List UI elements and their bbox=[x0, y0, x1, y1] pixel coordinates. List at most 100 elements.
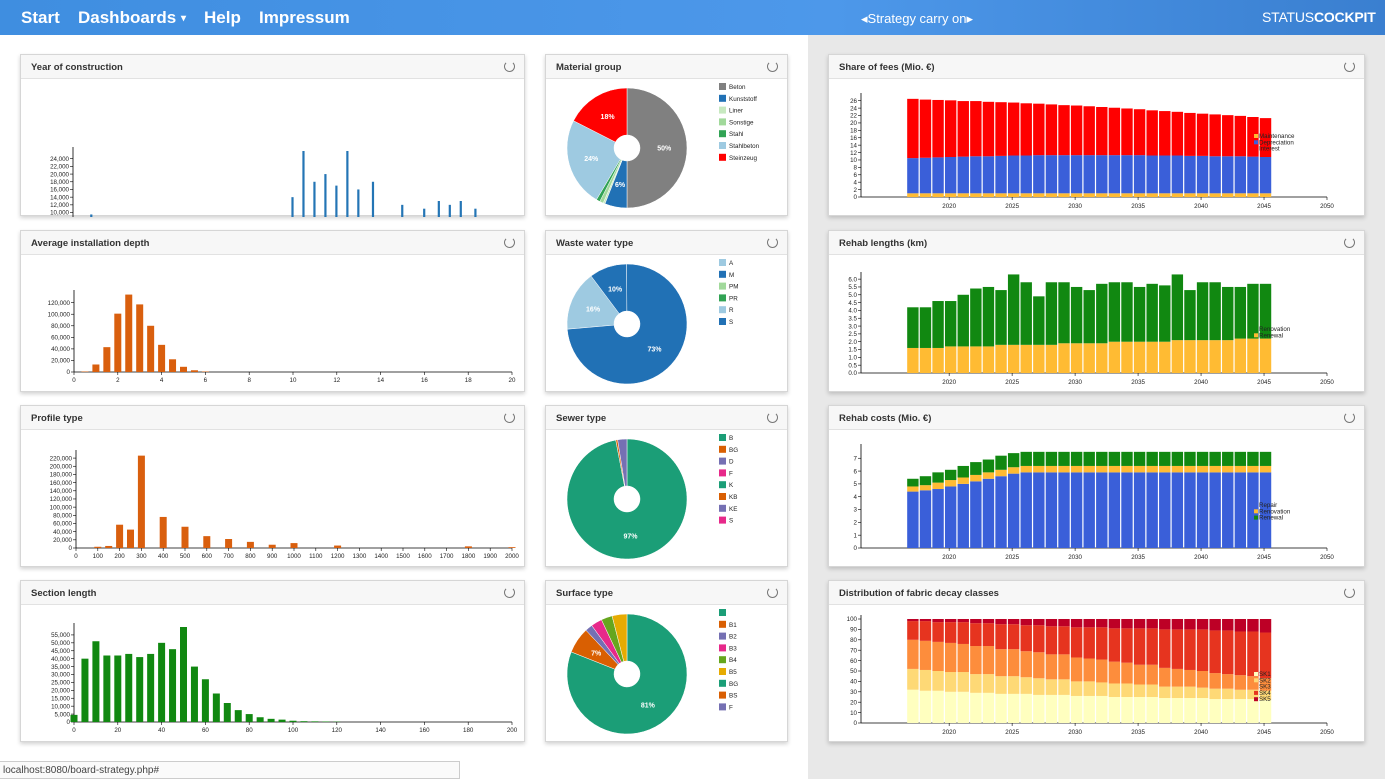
bar-segment bbox=[970, 193, 982, 197]
bar-segment bbox=[1196, 193, 1209, 197]
bar-segment bbox=[1083, 155, 1095, 194]
bar bbox=[127, 529, 134, 548]
legend-label: KE bbox=[729, 506, 737, 513]
bar-segment bbox=[1096, 627, 1108, 660]
bar bbox=[159, 516, 167, 548]
y-tick-label: 70 bbox=[850, 647, 857, 654]
legend-label: B4 bbox=[729, 657, 737, 664]
bar-segment bbox=[1234, 675, 1247, 690]
bar-segment bbox=[1247, 689, 1259, 700]
bar-segment bbox=[1020, 472, 1032, 548]
x-tick-label: 300 bbox=[136, 553, 147, 560]
y-tick-label: 2.0 bbox=[848, 339, 857, 346]
nav-start[interactable]: Start bbox=[21, 8, 60, 27]
bar-segment bbox=[957, 101, 969, 157]
strategy-switcher[interactable]: ◂Strategy carry on▸ bbox=[861, 11, 974, 26]
y-tick-label: 35,000 bbox=[51, 664, 70, 671]
y-tick-label: 0 bbox=[854, 720, 858, 727]
bar-segment bbox=[1133, 286, 1146, 342]
nav-help[interactable]: Help bbox=[204, 8, 241, 27]
y-tick-label: 22,000 bbox=[50, 164, 69, 171]
bar-segment bbox=[1121, 472, 1133, 548]
refresh-icon[interactable] bbox=[767, 237, 778, 248]
refresh-icon[interactable] bbox=[1344, 412, 1355, 423]
bar-segment bbox=[1196, 671, 1209, 688]
bar-segment bbox=[995, 649, 1007, 677]
legend-swatch bbox=[719, 94, 726, 102]
chart-waste: 16% 10% 73% AM PM PR RS bbox=[566, 259, 738, 385]
bar-segment bbox=[957, 294, 969, 347]
bar-segment bbox=[1058, 282, 1070, 344]
refresh-icon[interactable] bbox=[1344, 61, 1355, 72]
logo-status: STATUS bbox=[1262, 9, 1314, 25]
refresh-icon[interactable] bbox=[767, 587, 778, 598]
panel-material: Material group 50% 6% 24% 18% Beton Kunststof… bbox=[545, 54, 788, 216]
y-tick-label: 60,000 bbox=[51, 335, 70, 342]
bar-segment bbox=[1234, 689, 1247, 700]
bar-segment bbox=[1096, 695, 1108, 723]
bar-segment bbox=[919, 476, 932, 486]
bar-segment bbox=[932, 619, 944, 623]
refresh-icon[interactable] bbox=[504, 412, 515, 423]
panel-title: Average installation depth bbox=[31, 238, 150, 249]
bar-segment bbox=[1184, 619, 1196, 630]
bar-segment bbox=[1007, 619, 1020, 625]
bar-segment bbox=[1209, 465, 1221, 473]
bar-segment bbox=[1070, 472, 1083, 548]
y-tick-label: 14 bbox=[850, 142, 857, 149]
bar-segment bbox=[1070, 155, 1083, 194]
bar-segment bbox=[1121, 465, 1133, 473]
bar-segment bbox=[1058, 694, 1070, 723]
x-tick-label: 2035 bbox=[1131, 554, 1145, 561]
bar-segment bbox=[1121, 155, 1133, 194]
bar-segment bbox=[1209, 114, 1221, 157]
refresh-icon[interactable] bbox=[504, 61, 515, 72]
refresh-icon[interactable] bbox=[767, 412, 778, 423]
pie-label: 81% bbox=[641, 702, 656, 709]
bar-segment bbox=[1259, 700, 1272, 723]
x-tick-label: 120 bbox=[332, 727, 343, 734]
refresh-icon[interactable] bbox=[1344, 587, 1355, 598]
bar-segment bbox=[907, 491, 919, 548]
nav-dashboards[interactable]: Dashboards ▾ bbox=[78, 8, 186, 28]
bar-segment bbox=[919, 157, 932, 194]
bar bbox=[90, 214, 93, 217]
bar-segment bbox=[970, 619, 982, 624]
chart-year: 02,0004,0006,0008,00010,00012,00014,0001… bbox=[50, 147, 477, 217]
x-tick-label: 4 bbox=[160, 377, 164, 384]
legend-swatch bbox=[719, 516, 726, 524]
nav-impressum[interactable]: Impressum bbox=[259, 8, 350, 27]
refresh-icon[interactable] bbox=[504, 587, 515, 598]
bar-segment bbox=[1247, 631, 1259, 677]
legend-swatch bbox=[1254, 140, 1259, 145]
y-tick-label: 5 bbox=[854, 481, 858, 488]
bar-segment bbox=[1121, 683, 1133, 697]
bar bbox=[401, 204, 404, 217]
legend-label: F bbox=[729, 470, 733, 477]
y-tick-label: 40,000 bbox=[53, 529, 72, 536]
bar-segment bbox=[919, 307, 932, 348]
refresh-icon[interactable] bbox=[504, 237, 515, 248]
bar-segment bbox=[944, 672, 957, 692]
bar-segment bbox=[1070, 451, 1083, 466]
bar-segment bbox=[982, 692, 995, 723]
bar-segment bbox=[932, 622, 944, 642]
bar-segment bbox=[1133, 155, 1146, 194]
bar-segment bbox=[995, 102, 1007, 156]
y-tick-label: 12 bbox=[850, 150, 857, 157]
refresh-icon[interactable] bbox=[767, 61, 778, 72]
bar-segment bbox=[944, 486, 957, 548]
bar bbox=[180, 366, 187, 372]
panel-header: Share of fees (Mio. €) bbox=[829, 55, 1364, 79]
legend-label: Liner bbox=[729, 108, 743, 115]
pie-label: 6% bbox=[615, 182, 626, 189]
y-tick-label: 20 bbox=[850, 120, 857, 127]
bar-segment bbox=[1045, 679, 1058, 695]
bar-segment bbox=[1247, 156, 1259, 194]
bar bbox=[256, 717, 264, 722]
bar-segment bbox=[1222, 193, 1234, 197]
refresh-icon[interactable] bbox=[1344, 237, 1355, 248]
legend-label: Kunststoff bbox=[729, 96, 757, 103]
y-tick-label: 60 bbox=[850, 658, 857, 665]
legend-swatch bbox=[719, 632, 726, 640]
